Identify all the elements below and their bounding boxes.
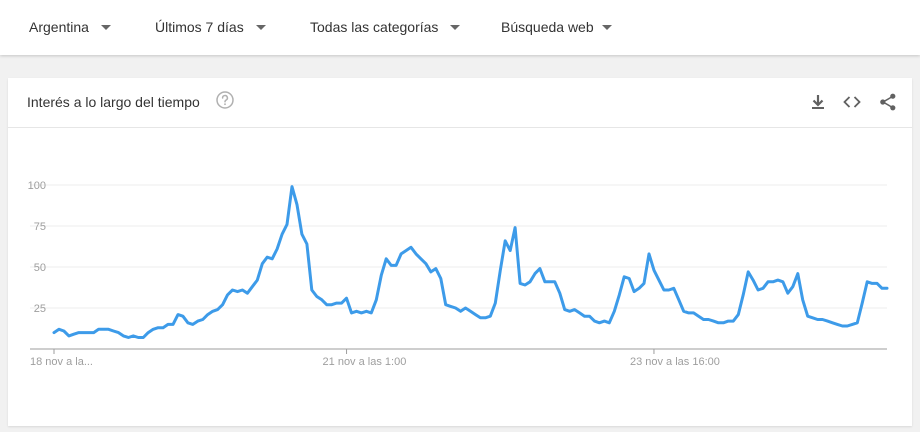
category-filter-label: Todas las categorías [310,19,439,35]
card-title: Interés a lo largo del tiempo [27,94,200,110]
search-type-filter-label: Búsqueda web [501,19,594,35]
x-axis-ticks: 18 nov a la... 21 nov a las 1:00 23 nov a … [30,349,720,368]
region-filter-label: Argentina [29,19,89,35]
x-tick-label: 21 nov a las 1:00 [323,356,407,368]
download-icon[interactable] [808,92,828,112]
embed-icon[interactable] [842,92,862,112]
time-filter[interactable]: Últimos 7 días [155,19,266,35]
filter-bar: Argentina Últimos 7 días Todas las categ… [0,0,920,55]
chevron-down-icon [255,24,266,30]
chevron-down-icon [450,24,461,30]
region-filter[interactable]: Argentina [29,19,111,35]
chevron-down-icon [601,24,612,30]
card-header: Interés a lo largo del tiempo [8,78,912,128]
category-filter[interactable]: Todas las categorías [310,19,461,35]
interest-over-time-card: Interés a lo largo del tiempo 25 50 75 100 … [8,78,912,426]
time-filter-label: Últimos 7 días [155,19,244,35]
y-axis-ticks: 25 50 75 100 [28,180,46,315]
help-icon[interactable] [216,91,234,109]
y-tick-label-25: 25 [34,303,46,315]
series-line [52,185,889,339]
y-tick-label-100: 100 [28,180,46,192]
x-tick-label: 23 nov a las 16:00 [630,356,720,368]
search-type-filter[interactable]: Búsqueda web [501,19,612,35]
y-tick-label-75: 75 [34,221,46,233]
share-icon[interactable] [878,92,898,112]
interest-line-chart: 25 50 75 100 18 nov a la... 21 nov a las 1:0… [28,180,889,368]
chart-grid [30,184,887,309]
chevron-down-icon [100,24,111,30]
y-tick-label-50: 50 [34,262,46,274]
x-tick-label: 18 nov a la... [30,356,93,368]
